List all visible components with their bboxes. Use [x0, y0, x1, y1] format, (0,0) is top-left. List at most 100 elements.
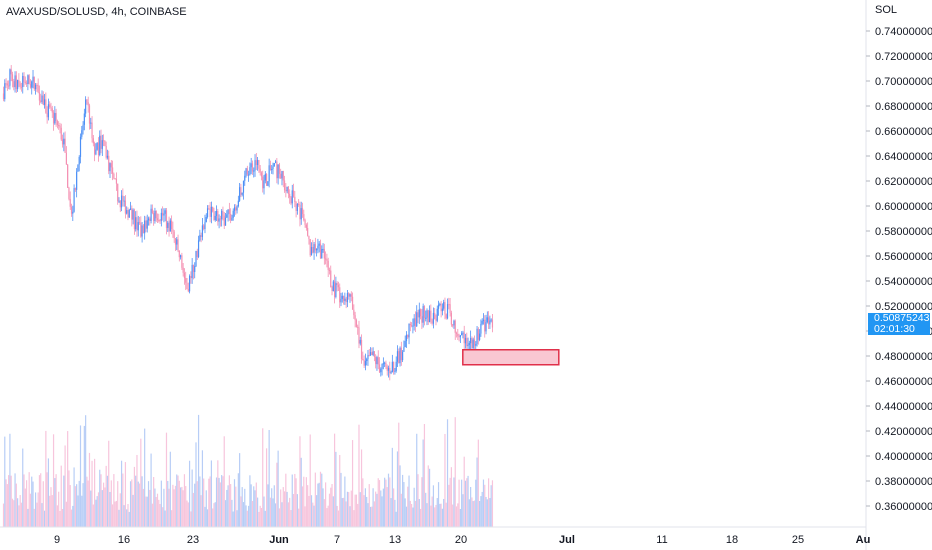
candle-body — [450, 312, 452, 325]
volume-bar — [6, 484, 8, 527]
candle-body — [158, 220, 160, 222]
candle-body — [274, 161, 277, 164]
candle-body — [426, 310, 428, 318]
volume-bar — [359, 492, 361, 527]
candle-body — [209, 208, 211, 217]
candle-body — [154, 210, 156, 222]
candle-body — [17, 80, 19, 90]
y-tick-label: 0.54000000 — [875, 276, 932, 288]
volume-bar — [458, 479, 460, 527]
y-tick-label: 0.64000000 — [875, 151, 932, 163]
candle-body — [398, 351, 400, 364]
candle-body — [168, 222, 170, 232]
volume-bar — [146, 496, 148, 527]
volume-bar — [452, 504, 454, 527]
volume-bar — [457, 503, 459, 527]
candle-body — [59, 125, 61, 128]
candle-body — [385, 362, 387, 367]
volume-bar — [105, 465, 107, 527]
candle-body — [120, 195, 123, 208]
volume-bar — [417, 474, 419, 527]
volume-bar — [233, 479, 236, 527]
candle-body — [227, 209, 229, 215]
candle-body — [373, 351, 375, 357]
volume-bar — [444, 433, 446, 527]
candle-body — [355, 320, 358, 327]
volume-bar — [437, 482, 440, 527]
volume-bar — [158, 499, 160, 527]
candle-body — [217, 210, 219, 222]
highlight-zone[interactable] — [462, 349, 560, 366]
volume-bar — [292, 493, 295, 527]
candle-body — [122, 195, 124, 201]
volume-bar — [440, 503, 442, 527]
candle-body — [435, 318, 437, 321]
candle-body — [210, 206, 212, 217]
volume-bar — [257, 497, 259, 527]
candle-body — [38, 92, 41, 101]
candle-body — [300, 208, 302, 220]
volume-bar — [381, 496, 383, 527]
candle-body — [105, 145, 107, 158]
volume-bar — [41, 503, 43, 527]
volume-bar — [268, 430, 270, 527]
candle-body — [389, 367, 391, 374]
candle-body — [422, 306, 424, 323]
candle-body — [153, 212, 155, 222]
candle-body — [382, 363, 384, 365]
y-tick-label: 0.58000000 — [875, 226, 932, 238]
candle-body — [367, 355, 369, 360]
candle-body — [448, 304, 450, 306]
candle-body — [119, 200, 121, 208]
candle-body — [412, 325, 414, 327]
candle-body — [230, 213, 232, 221]
candle-body — [46, 112, 48, 118]
volume-bar — [480, 496, 482, 527]
candle-body — [463, 332, 465, 344]
volume-bar — [120, 460, 123, 527]
volume-bar — [34, 492, 37, 527]
candle-body — [459, 335, 461, 338]
candle-body — [142, 225, 144, 234]
candle-body — [408, 323, 410, 338]
volume-bar — [428, 468, 431, 527]
candle-body — [430, 310, 432, 321]
candle-body — [470, 337, 472, 344]
candle-body — [454, 320, 456, 333]
volume-bar — [123, 505, 125, 527]
volume-bar — [145, 496, 147, 527]
candle-body — [91, 122, 93, 139]
volume-bar — [186, 500, 188, 527]
volume-bar — [485, 496, 487, 527]
volume-bar — [68, 470, 70, 527]
candle-body — [476, 328, 478, 345]
candle-body — [192, 264, 195, 272]
candle-body — [458, 336, 460, 338]
volume-bar — [344, 476, 346, 527]
candle-body — [52, 112, 55, 124]
candle-body — [11, 74, 14, 82]
x-tick-label: 11 — [656, 534, 667, 546]
candle-body — [83, 113, 85, 125]
candle-body — [400, 347, 402, 361]
candle-body — [363, 359, 365, 366]
candle-body — [328, 269, 331, 271]
candle-body — [203, 225, 205, 230]
volume-bar — [328, 493, 331, 527]
volume-bar — [358, 424, 360, 527]
candle-body — [349, 294, 351, 297]
volume-bar — [205, 490, 207, 527]
candle-body — [276, 161, 278, 179]
candle-body — [135, 217, 137, 230]
volume-bar — [435, 504, 437, 527]
volume-bar — [355, 494, 358, 527]
volume-bar — [295, 478, 297, 527]
candle-body — [322, 248, 324, 250]
volume-bar — [195, 442, 197, 527]
volume-bar — [371, 506, 373, 527]
candle-body — [444, 302, 446, 315]
candle-body — [325, 258, 327, 260]
candle-body — [358, 327, 360, 344]
candle-body — [58, 125, 60, 127]
